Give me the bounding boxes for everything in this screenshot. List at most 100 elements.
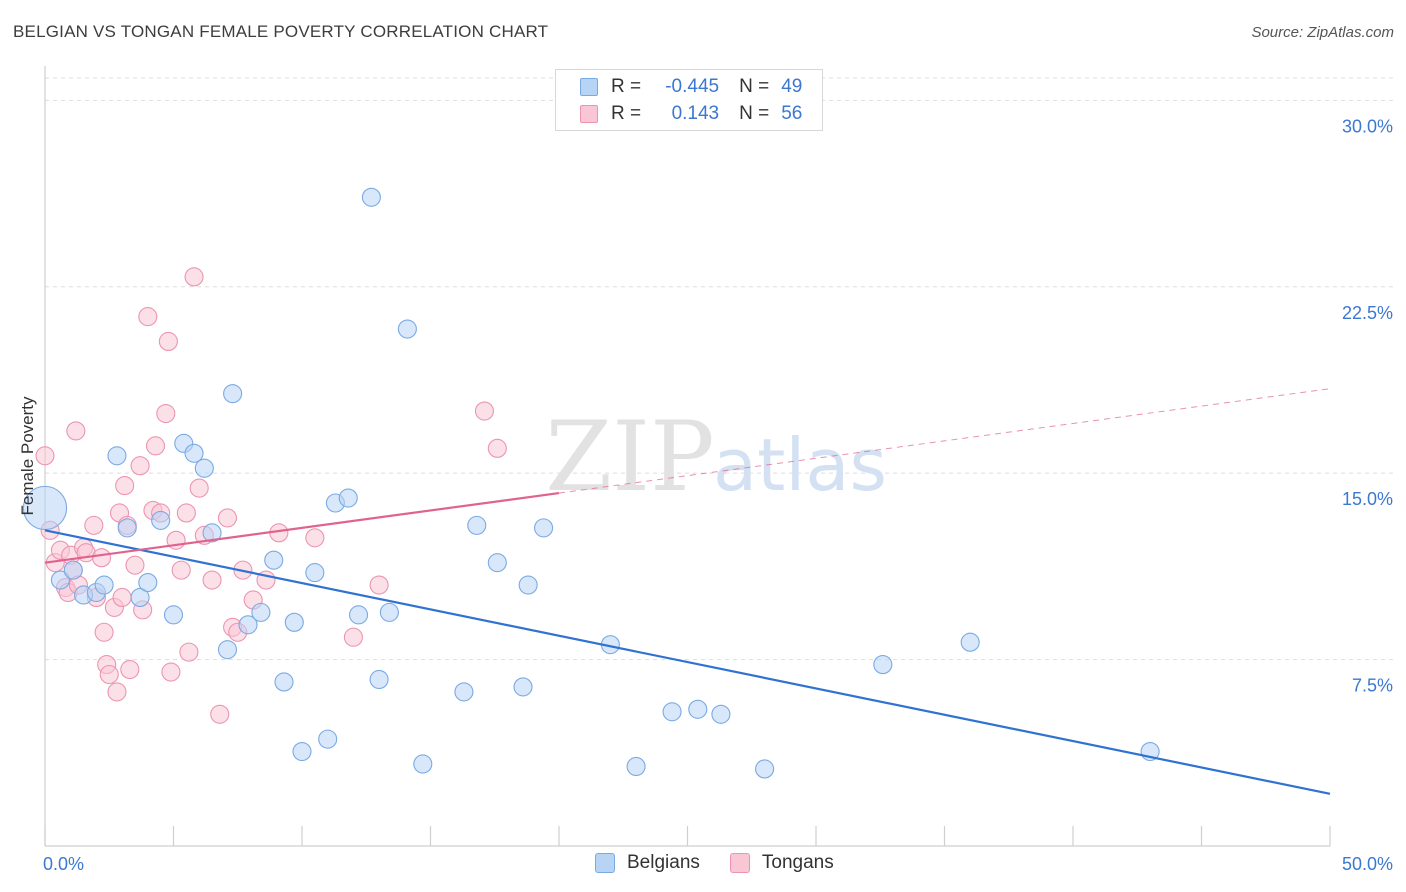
- tongan-point: [487, 438, 507, 458]
- tongan-point: [84, 515, 104, 535]
- belgian-point: [238, 615, 258, 635]
- tongan-point: [107, 682, 127, 702]
- belgian-point: [626, 756, 646, 777]
- belgian-point: [534, 518, 554, 538]
- belgian-point: [454, 682, 474, 702]
- tongan-point: [305, 528, 325, 548]
- tongan-point: [156, 403, 176, 424]
- belgian-point: [348, 605, 369, 625]
- tongan-point: [66, 421, 86, 441]
- belgian-point: [130, 587, 150, 608]
- tongan-point: [120, 659, 140, 680]
- belgian-point: [711, 704, 731, 724]
- belgian-point: [361, 187, 381, 207]
- belgian-point: [138, 572, 158, 593]
- belgian-point: [292, 742, 312, 762]
- belgian-point: [662, 702, 682, 722]
- belgian-point: [284, 612, 304, 632]
- y-tick-label: 30.0%: [1342, 116, 1393, 136]
- tongan-point: [112, 587, 132, 608]
- belgian-point: [873, 655, 893, 675]
- y-tick-label: 7.5%: [1352, 676, 1393, 696]
- tongan-point: [94, 622, 114, 642]
- belgian-point: [163, 605, 184, 625]
- legend-item-belgians: Belgians: [595, 852, 700, 874]
- tongan-point: [145, 436, 166, 456]
- tongan-point: [158, 331, 178, 352]
- belgian-point: [251, 602, 271, 622]
- points-layer: [22, 187, 1160, 779]
- belgian-point: [194, 458, 214, 478]
- tongan-point: [189, 478, 209, 498]
- legend-n-value: 49: [781, 76, 803, 97]
- tongan-point: [202, 570, 222, 590]
- belgians-swatch: [595, 853, 615, 873]
- belgian-point: [513, 677, 533, 697]
- source-label: Source: ZipAtlas.com: [1251, 24, 1394, 41]
- belgian-point: [202, 523, 222, 543]
- belgian-point: [50, 570, 70, 590]
- belgian-point: [223, 384, 243, 404]
- legend-n-label: N =: [739, 103, 770, 124]
- tongan-point: [125, 555, 145, 575]
- tongan-trend-extension: [558, 388, 1331, 494]
- tongan-point: [217, 508, 238, 528]
- legend-r-label: R =: [611, 103, 642, 124]
- legend-row-tongans: R = 0.143 N = 56: [580, 102, 802, 126]
- belgian-point: [94, 575, 114, 595]
- series-legend: Belgians Tongans: [595, 852, 864, 874]
- belgian-point: [117, 518, 137, 538]
- x-tick-label: 0.0%: [43, 854, 84, 874]
- belgian-point: [413, 754, 433, 774]
- trend-layer: [44, 388, 1331, 795]
- belgian-point: [379, 602, 399, 622]
- belgian-point: [369, 669, 389, 690]
- belgian-trend-line: [44, 529, 1331, 795]
- legend-r-value: 0.143: [671, 103, 720, 124]
- tongans-swatch: [580, 105, 598, 123]
- belgian-point: [184, 443, 204, 463]
- belgian-point: [518, 575, 538, 595]
- y-axis-label: Female Poverty: [18, 396, 37, 516]
- tongan-point: [115, 476, 135, 496]
- belgian-point: [397, 319, 417, 339]
- legend-n-value: 56: [781, 103, 803, 124]
- tongan-point: [179, 642, 199, 662]
- tongan-point: [176, 503, 196, 523]
- belgian-point: [755, 759, 775, 779]
- belgian-point: [487, 553, 507, 573]
- belgian-point: [22, 485, 68, 531]
- tongan-point: [99, 664, 119, 685]
- x-tick-label: 50.0%: [1342, 854, 1393, 874]
- belgian-point: [305, 563, 325, 583]
- tongan-point: [171, 560, 191, 580]
- watermark-zip: ZIP: [545, 401, 714, 513]
- belgian-point: [467, 515, 487, 535]
- tongans-swatch: [729, 853, 750, 873]
- tongan-point: [130, 456, 150, 476]
- belgians-swatch: [580, 78, 598, 96]
- legend-row-belgians: R = -0.445 N = 49: [580, 75, 802, 99]
- chart-title: BELGIAN VS TONGAN FEMALE POVERTY CORRELA…: [13, 22, 549, 41]
- belgian-point: [63, 560, 83, 580]
- belgian-point: [274, 672, 294, 692]
- tongan-trend-line: [44, 491, 560, 564]
- tongan-point: [343, 627, 363, 647]
- belgian-point: [318, 729, 338, 749]
- legend-r-label: R =: [611, 76, 642, 97]
- tongan-point: [35, 446, 55, 466]
- belgian-point: [264, 550, 284, 570]
- belgian-point: [960, 632, 980, 652]
- belgian-point: [151, 510, 171, 530]
- watermark-atlas: atlas: [713, 423, 887, 507]
- tongan-point: [369, 575, 389, 595]
- legend-label-belgians: Belgians: [627, 852, 700, 873]
- legend-label-tongans: Tongans: [761, 852, 834, 873]
- legend-item-tongans: Tongans: [729, 852, 834, 874]
- tongan-point: [184, 267, 204, 287]
- tick-label-layer: 7.5% 15.0% 22.5% 30.0% 0.0% 50.0%: [43, 116, 1393, 874]
- belgian-point: [107, 446, 127, 466]
- legend-n-label: N =: [739, 76, 770, 97]
- belgian-point: [217, 640, 238, 660]
